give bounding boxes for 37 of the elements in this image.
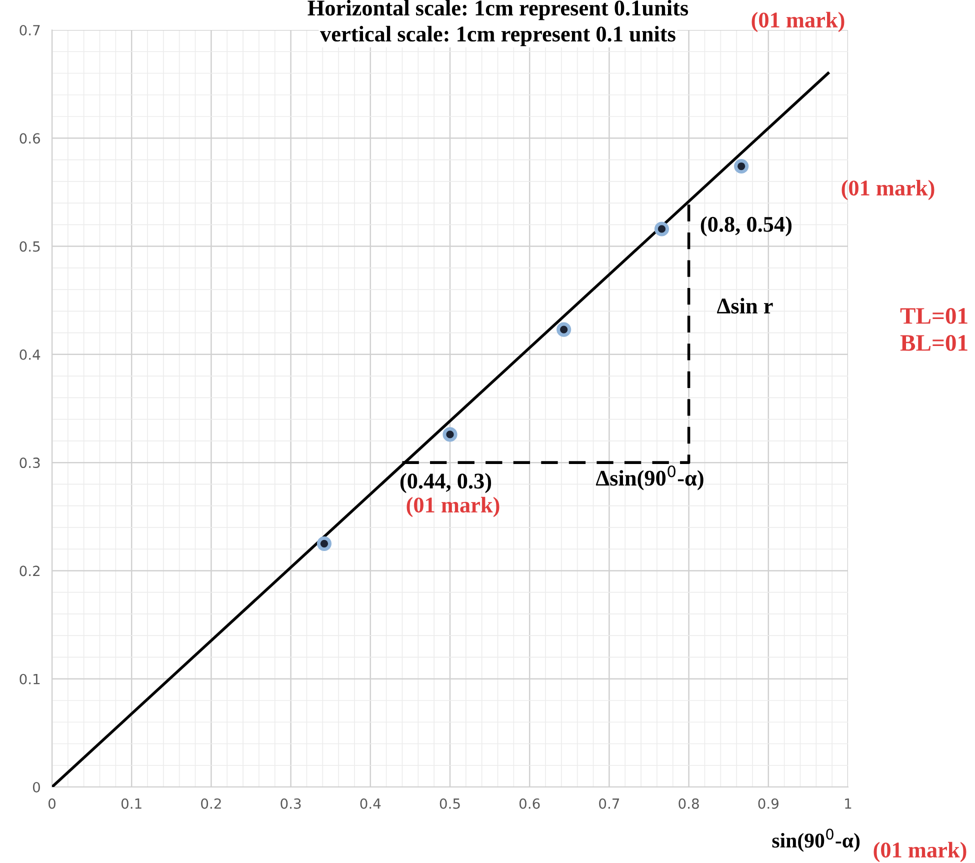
x-tick-label: 0 — [48, 798, 56, 809]
x-tick-label: 0.5 — [440, 798, 460, 809]
y-tick-label: 0.2 — [20, 566, 40, 576]
annotation: (01 mark) — [842, 180, 934, 200]
annotation: (01 mark) — [752, 12, 844, 32]
point — [654, 222, 670, 236]
text: BL=01 — [900, 334, 968, 351]
y-tick-label: 0.7 — [20, 24, 40, 36]
x-tick-label: 1 — [845, 798, 852, 809]
annotation: Δsin r — [717, 298, 773, 314]
y-tick-label: 0.6 — [20, 133, 40, 144]
y-tick-label: 0 — [32, 782, 40, 792]
x-axis-title: sin(90$^{0}$-α) — [772, 828, 860, 852]
point — [442, 427, 458, 442]
annotation: Δsin(90$^{0}$-α) — [596, 465, 704, 490]
annotation: vertical scale: 1cm represent 0.1 units — [320, 26, 676, 46]
annotation: (0.8, 0.54) — [700, 216, 792, 236]
y-tick-label: 0.4 — [20, 349, 40, 360]
x-tick-label: 0.8 — [678, 798, 699, 809]
text: TL=01 — [900, 308, 968, 324]
y-tick-label: 0.3 — [20, 458, 40, 468]
text: (01 mark) — [874, 842, 966, 862]
point — [556, 322, 572, 337]
annotation: (01 mark) — [406, 496, 500, 518]
x-tick-label: 0.3 — [280, 798, 301, 809]
annotation: (0.44, 0.3) — [400, 472, 492, 494]
x-tick-label: 0.7 — [599, 798, 620, 809]
x-tick-label: 0.1 — [121, 798, 142, 809]
point — [316, 536, 332, 551]
y-tick-label: 0.5 — [20, 241, 40, 252]
x-tick-label: 0.4 — [360, 798, 381, 809]
x-tick-label: 0.2 — [201, 798, 221, 809]
point — [734, 158, 749, 174]
text: Horizontal scale: 1cm represent 0.1units — [308, 0, 688, 20]
y-tick-label: 0.1 — [20, 674, 40, 684]
x-tick-label: 0.6 — [519, 798, 540, 809]
x-tick-label: 0.9 — [758, 798, 778, 809]
